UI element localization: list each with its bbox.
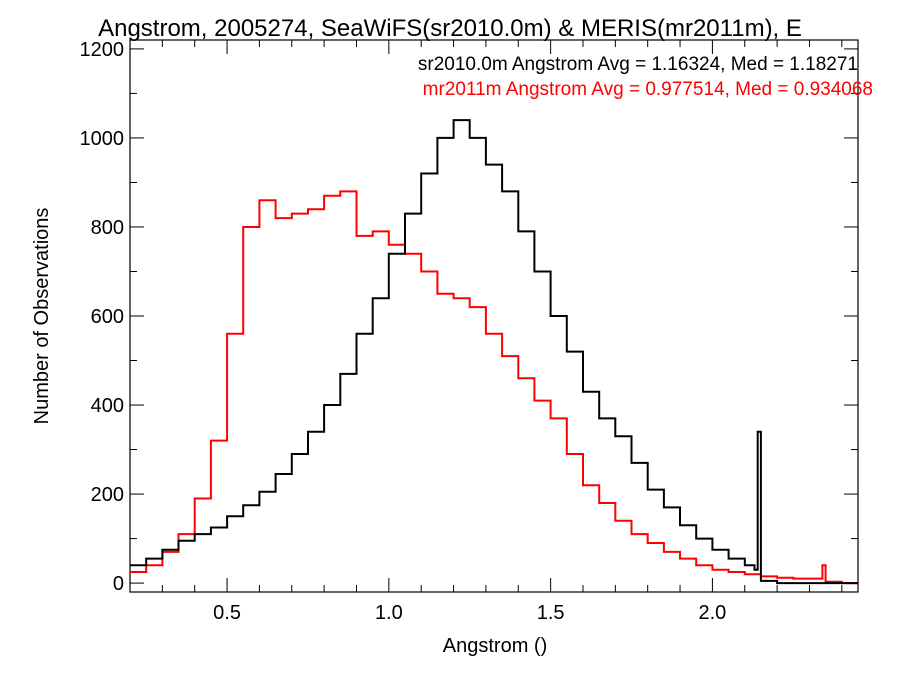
y-tick-label: 1000	[80, 128, 125, 150]
y-axis-label: Number of Observations	[31, 208, 53, 425]
x-tick-label: 0.5	[213, 602, 241, 624]
legend-mr2011-stats: mr2011m Angstrom Avg = 0.977514, Med = 0…	[423, 79, 873, 100]
x-axis-label: Angstrom ()	[443, 635, 547, 657]
series-group	[130, 119, 858, 585]
y-tick-label: 800	[91, 217, 124, 239]
x-tick-label: 2.0	[698, 602, 726, 624]
legend-sr2010-stats: sr2010.0m Angstrom Avg = 1.16324, Med = …	[418, 54, 858, 75]
series-line-sr2010	[130, 119, 858, 585]
y-tick-label: 0	[113, 573, 124, 595]
plot-border	[129, 39, 859, 593]
y-tick-label: 200	[91, 484, 124, 506]
y-tick-label: 1200	[80, 39, 125, 61]
x-tick-label: 1.0	[375, 602, 403, 624]
tick-labels: 0.5 1.0 1.5 2.0 0 200 400 600 800 1000 1200	[80, 39, 727, 624]
x-tick-label: 1.5	[537, 602, 565, 624]
y-tick-label: 600	[91, 306, 124, 328]
axis-ticks	[130, 40, 858, 592]
plot-frame	[129, 39, 859, 593]
chart-title: Angstrom, 2005274, SeaWiFS(sr2010.0m) & …	[98, 15, 802, 42]
y-tick-label: 400	[91, 395, 124, 417]
series-line-mr2011	[130, 190, 858, 585]
